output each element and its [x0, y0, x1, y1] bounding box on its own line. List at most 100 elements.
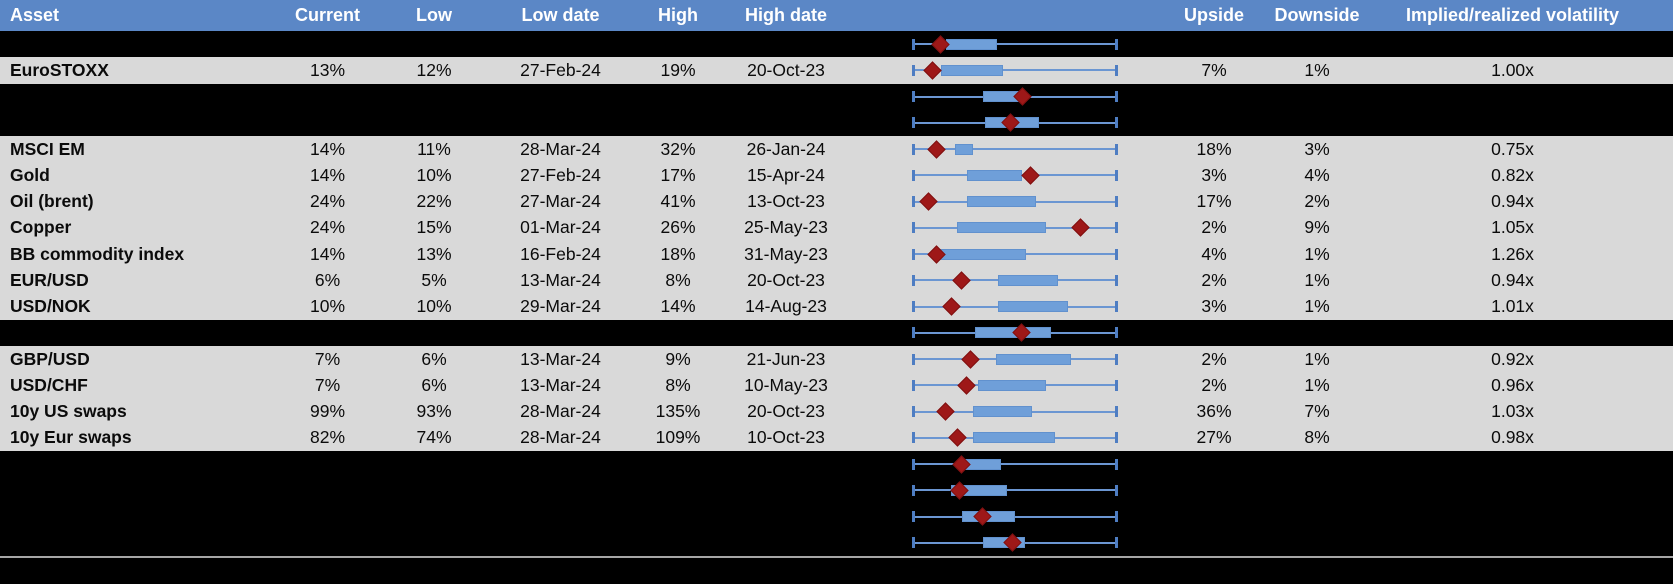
cell-high-date[interactable]: 13-Oct-23 [747, 191, 825, 212]
table-row[interactable]: Oil (brent) 24% 22% 27-Mar-24 41% 13-Oct… [0, 188, 1673, 215]
cell-current[interactable]: 10% [309, 296, 346, 317]
cell-current[interactable]: 24% [309, 217, 346, 238]
cell-asset[interactable]: Oil (brent) [10, 191, 94, 212]
cell-downside[interactable]: 1% [1304, 296, 1330, 317]
cell-current[interactable]: 82% [309, 427, 346, 448]
table-row[interactable]: Copper 24% 15% 01-Mar-24 26% 25-May-23 2… [0, 214, 1673, 241]
cell-upside[interactable]: 36% [1196, 401, 1232, 422]
cell-upside[interactable]: 2% [1201, 348, 1227, 369]
table-row[interactable]: BB commodity index 14% 13% 16-Feb-24 18%… [0, 241, 1673, 268]
cell-high-date[interactable]: 10-May-23 [744, 374, 828, 395]
table-row[interactable]: USD/CHF 7% 6% 13-Mar-24 8% 10-May-23 2% … [0, 372, 1673, 399]
cell-downside[interactable]: 1% [1304, 374, 1330, 395]
cell-low[interactable]: 6% [421, 348, 447, 369]
cell-low-date[interactable]: 28-Mar-24 [520, 427, 601, 448]
cell-high-date[interactable]: 20-Oct-23 [747, 401, 825, 422]
table-row[interactable]: 10y Eur swaps 82% 74% 28-Mar-24 109% 10-… [0, 424, 1673, 451]
cell-upside[interactable]: 3% [1201, 164, 1227, 185]
cell-implied-realized[interactable]: 0.75x [1491, 138, 1534, 159]
cell-current[interactable]: 14% [309, 138, 346, 159]
cell-asset[interactable]: USD/NOK [10, 296, 91, 317]
cell-low-date[interactable]: 13-Mar-24 [520, 374, 601, 395]
cell-implied-realized[interactable]: 0.92x [1491, 348, 1534, 369]
cell-high-date[interactable]: 20-Oct-23 [747, 269, 825, 290]
cell-high[interactable]: 17% [660, 164, 696, 185]
cell-asset[interactable]: Copper [10, 217, 72, 238]
cell-high[interactable]: 26% [660, 217, 696, 238]
cell-upside[interactable]: 3% [1201, 296, 1227, 317]
cell-implied-realized[interactable]: 0.94x [1491, 269, 1534, 290]
cell-high-date[interactable]: 14-Aug-23 [745, 296, 827, 317]
cell-asset[interactable]: EUR/USD [10, 269, 89, 290]
cell-upside[interactable]: 18% [1196, 138, 1232, 159]
cell-downside[interactable]: 1% [1304, 348, 1330, 369]
cell-low-date[interactable]: 27-Feb-24 [520, 59, 601, 80]
cell-low[interactable]: 12% [416, 59, 452, 80]
cell-high[interactable]: 135% [655, 401, 701, 422]
cell-low[interactable]: 6% [421, 374, 447, 395]
table-row[interactable]: 10y US swaps 99% 93% 28-Mar-24 135% 20-O… [0, 398, 1673, 425]
cell-implied-realized[interactable]: 0.98x [1491, 427, 1534, 448]
table-row[interactable]: EuroSTOXX 13% 12% 27-Feb-24 19% 20-Oct-2… [0, 57, 1673, 84]
cell-high[interactable]: 41% [660, 191, 696, 212]
cell-downside[interactable]: 4% [1304, 164, 1330, 185]
cell-upside[interactable]: 27% [1196, 427, 1232, 448]
cell-low-date[interactable]: 27-Feb-24 [520, 164, 601, 185]
cell-low-date[interactable]: 13-Mar-24 [520, 348, 601, 369]
cell-downside[interactable]: 1% [1304, 243, 1330, 264]
cell-low[interactable]: 22% [416, 191, 452, 212]
cell-high-date[interactable]: 20-Oct-23 [747, 59, 825, 80]
cell-low[interactable]: 15% [416, 217, 452, 238]
cell-high[interactable]: 19% [660, 59, 696, 80]
cell-current[interactable]: 99% [309, 401, 346, 422]
cell-high[interactable]: 18% [660, 243, 696, 264]
cell-upside[interactable]: 17% [1196, 191, 1232, 212]
cell-downside[interactable]: 8% [1304, 427, 1330, 448]
cell-current[interactable]: 24% [309, 191, 346, 212]
cell-implied-realized[interactable]: 1.26x [1491, 243, 1534, 264]
cell-low-date[interactable]: 28-Mar-24 [520, 138, 601, 159]
cell-implied-realized[interactable]: 0.82x [1491, 164, 1534, 185]
cell-high[interactable]: 109% [655, 427, 701, 448]
cell-implied-realized[interactable]: 1.01x [1491, 296, 1534, 317]
cell-low-date[interactable]: 28-Mar-24 [520, 401, 601, 422]
cell-current[interactable]: 7% [314, 348, 341, 369]
cell-asset[interactable]: Gold [10, 164, 50, 185]
cell-high-date[interactable]: 31-May-23 [744, 243, 828, 264]
table-row[interactable]: MSCI EM 14% 11% 28-Mar-24 32% 26-Jan-24 … [0, 136, 1673, 163]
cell-high[interactable]: 8% [665, 269, 691, 290]
cell-downside[interactable]: 3% [1304, 138, 1330, 159]
cell-upside[interactable]: 2% [1201, 269, 1227, 290]
cell-implied-realized[interactable]: 1.00x [1491, 59, 1534, 80]
cell-current[interactable]: 13% [309, 59, 346, 80]
cell-low-date[interactable]: 01-Mar-24 [520, 217, 601, 238]
cell-asset[interactable]: EuroSTOXX [10, 59, 109, 80]
cell-high-date[interactable]: 21-Jun-23 [746, 348, 826, 369]
cell-asset[interactable]: 10y US swaps [10, 401, 127, 422]
cell-low[interactable]: 13% [416, 243, 452, 264]
cell-downside[interactable]: 2% [1304, 191, 1330, 212]
cell-asset[interactable]: 10y Eur swaps [10, 427, 132, 448]
cell-low[interactable]: 10% [416, 296, 452, 317]
cell-asset[interactable]: GBP/USD [10, 348, 90, 369]
cell-implied-realized[interactable]: 0.96x [1491, 374, 1534, 395]
cell-low[interactable]: 11% [417, 138, 451, 159]
cell-asset[interactable]: BB commodity index [10, 243, 185, 264]
cell-downside[interactable]: 1% [1304, 269, 1330, 290]
cell-high-date[interactable]: 25-May-23 [744, 217, 828, 238]
cell-high[interactable]: 14% [660, 296, 696, 317]
cell-high[interactable]: 32% [660, 138, 696, 159]
cell-high[interactable]: 9% [665, 348, 691, 369]
cell-downside[interactable]: 7% [1304, 401, 1330, 422]
cell-low[interactable]: 93% [416, 401, 452, 422]
cell-low-date[interactable]: 16-Feb-24 [520, 243, 601, 264]
table-row[interactable]: USD/NOK 10% 10% 29-Mar-24 14% 14-Aug-23 … [0, 293, 1673, 320]
cell-low-date[interactable]: 13-Mar-24 [520, 269, 601, 290]
cell-low-date[interactable]: 27-Mar-24 [520, 191, 601, 212]
cell-asset[interactable]: USD/CHF [10, 374, 88, 395]
cell-upside[interactable]: 4% [1201, 243, 1227, 264]
cell-high-date[interactable]: 26-Jan-24 [746, 138, 826, 159]
cell-low[interactable]: 5% [421, 269, 447, 290]
cell-asset[interactable]: MSCI EM [10, 138, 85, 159]
cell-high-date[interactable]: 10-Oct-23 [747, 427, 825, 448]
